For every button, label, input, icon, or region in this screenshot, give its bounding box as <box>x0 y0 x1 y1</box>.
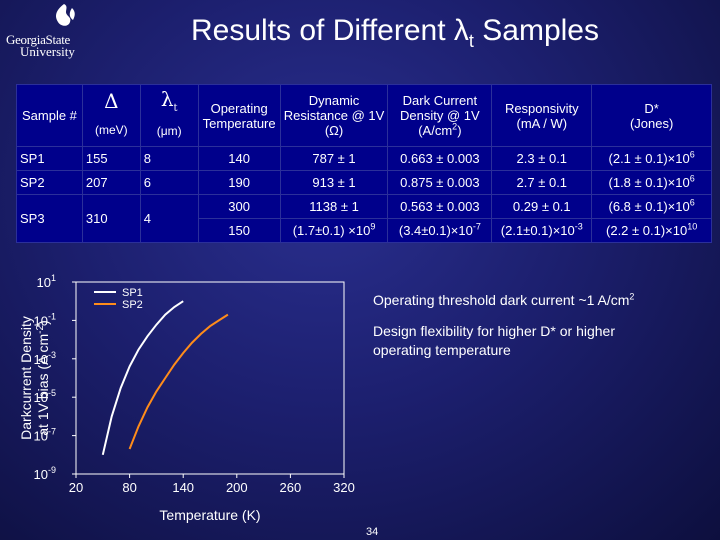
delta-symbol: Δ <box>104 88 119 113</box>
cell-responsivity: 2.7 ± 0.1 <box>491 170 593 195</box>
x-tick-label: 20 <box>69 480 83 495</box>
cell-temp: 300 <box>197 194 281 219</box>
header-operating: Operating Temperature <box>197 84 281 147</box>
table-row: SP2 207 6 190 913 ± 1 0.875 ± 0.003 2.7 … <box>16 170 712 195</box>
cell-temp: 150 <box>197 218 281 243</box>
cell-responsivity: 0.29 ± 0.1 <box>491 194 593 219</box>
cell-sample: SP3 <box>16 194 83 243</box>
cell-delta: 310 <box>81 194 141 243</box>
title-end: Samples <box>473 14 599 47</box>
slide-title: Results of Different λt Samples <box>90 14 700 52</box>
cell-resistance: 913 ± 1 <box>279 170 389 195</box>
logo-line-2: University <box>20 44 75 59</box>
cell-resistance: (1.7±0.1) ×109 <box>279 218 389 243</box>
lambda-unit: (μm) <box>156 124 182 138</box>
flame-icon <box>56 4 75 26</box>
cell-temp: 140 <box>197 146 281 171</box>
legend-label: SP2 <box>122 299 143 311</box>
annotation-threshold: Operating threshold dark current ~1 A/cm… <box>373 291 635 308</box>
cell-dark: 0.875 ± 0.003 <box>387 170 493 195</box>
annotation-flexibility: Design flexibility for higher D* or high… <box>373 323 615 358</box>
delta-unit: (meV) <box>95 122 128 137</box>
darkcurrent-chart: 20 80 140 200 260 32010110-110-310-510-710-9S… <box>18 273 355 523</box>
plot-frame <box>75 281 345 475</box>
header-delta: Δ (meV) <box>81 84 141 147</box>
header-dark-current: Dark Current Density @ 1V (A/cm2) <box>387 84 493 147</box>
university-logo: GeorgiaState University <box>2 2 84 68</box>
table-header-row: Sample # Δ (meV) λt (μm) Operating Tempera… <box>16 84 712 147</box>
header-dynamic: Dynamic Resistance @ 1V (Ω) <box>279 84 389 147</box>
results-table: Sample # Δ (meV) λt (μm) Operating Tempera… <box>16 84 712 243</box>
x-tick-label: 260 <box>280 480 302 495</box>
y-tick-label: 10-9 <box>34 465 56 482</box>
cell-temp: 190 <box>197 170 281 195</box>
x-tick-label: 320 <box>333 480 355 495</box>
lambda-symbol: λt <box>160 87 178 114</box>
cell-sample: SP1 <box>16 146 83 171</box>
cell-dark: (3.4±0.1)×10-7 <box>387 218 493 243</box>
table-row: SP1 155 8 140 787 ± 1 0.663 ± 0.003 2.3 … <box>16 146 712 171</box>
table-row: SP3 310 4 300 1138 ± 1 0.563 ± 0.003 0.2… <box>16 194 712 243</box>
cell-dstar: (1.8 ± 0.1)×106 <box>591 170 712 195</box>
cell-responsivity: 2.3 ± 0.1 <box>491 146 593 171</box>
cell-responsivity: (2.1±0.1)×10-3 <box>491 218 593 243</box>
header-responsivity: Responsivity (mA / W) <box>491 84 593 147</box>
page-number: 34 <box>366 526 379 538</box>
cell-dstar: (2.2 ± 0.1)×1010 <box>591 218 712 243</box>
title-main: Results of Different λ <box>191 14 469 47</box>
logo-line-1: GeorgiaState <box>6 32 71 47</box>
x-tick-label: 80 <box>122 480 136 495</box>
cell-dark: 0.563 ± 0.003 <box>387 194 493 219</box>
cell-delta: 207 <box>81 170 141 195</box>
cell-delta: 155 <box>81 146 141 171</box>
cell-resistance: 1138 ± 1 <box>279 194 389 219</box>
cell-lambda: 6 <box>139 170 199 195</box>
cell-lambda: 4 <box>139 194 199 243</box>
legend-label: SP1 <box>122 287 143 299</box>
cell-dark: 0.663 ± 0.003 <box>387 146 493 171</box>
cell-lambda: 8 <box>139 146 199 171</box>
y-axis-label-line1: Darkcurrent Density <box>18 316 34 440</box>
header-dstar: D* (Jones) <box>591 84 712 147</box>
cell-dstar: (2.1 ± 0.1)×106 <box>591 146 712 171</box>
header-lambda: λt (μm) <box>139 84 199 147</box>
x-tick-label: 140 <box>172 480 194 495</box>
series-line-sp1 <box>101 300 184 456</box>
x-tick-label: 200 <box>226 480 248 495</box>
table-row: 150 (1.7±0.1) ×109 (3.4±0.1)×10-7 (2.1±0… <box>17 218 712 243</box>
cell-dstar: (6.8 ± 0.1)×106 <box>591 194 712 219</box>
y-axis-label-line2: at 1V bias (A cm-2) <box>35 320 51 436</box>
y-tick-label: 101 <box>37 273 56 290</box>
header-sample: Sample # <box>16 84 83 147</box>
series-line-sp2 <box>128 313 229 450</box>
cell-resistance: 787 ± 1 <box>279 146 389 171</box>
title-subscript: t <box>468 31 474 51</box>
cell-sample: SP2 <box>16 170 83 195</box>
x-axis-label: Temperature (K) <box>159 507 260 523</box>
